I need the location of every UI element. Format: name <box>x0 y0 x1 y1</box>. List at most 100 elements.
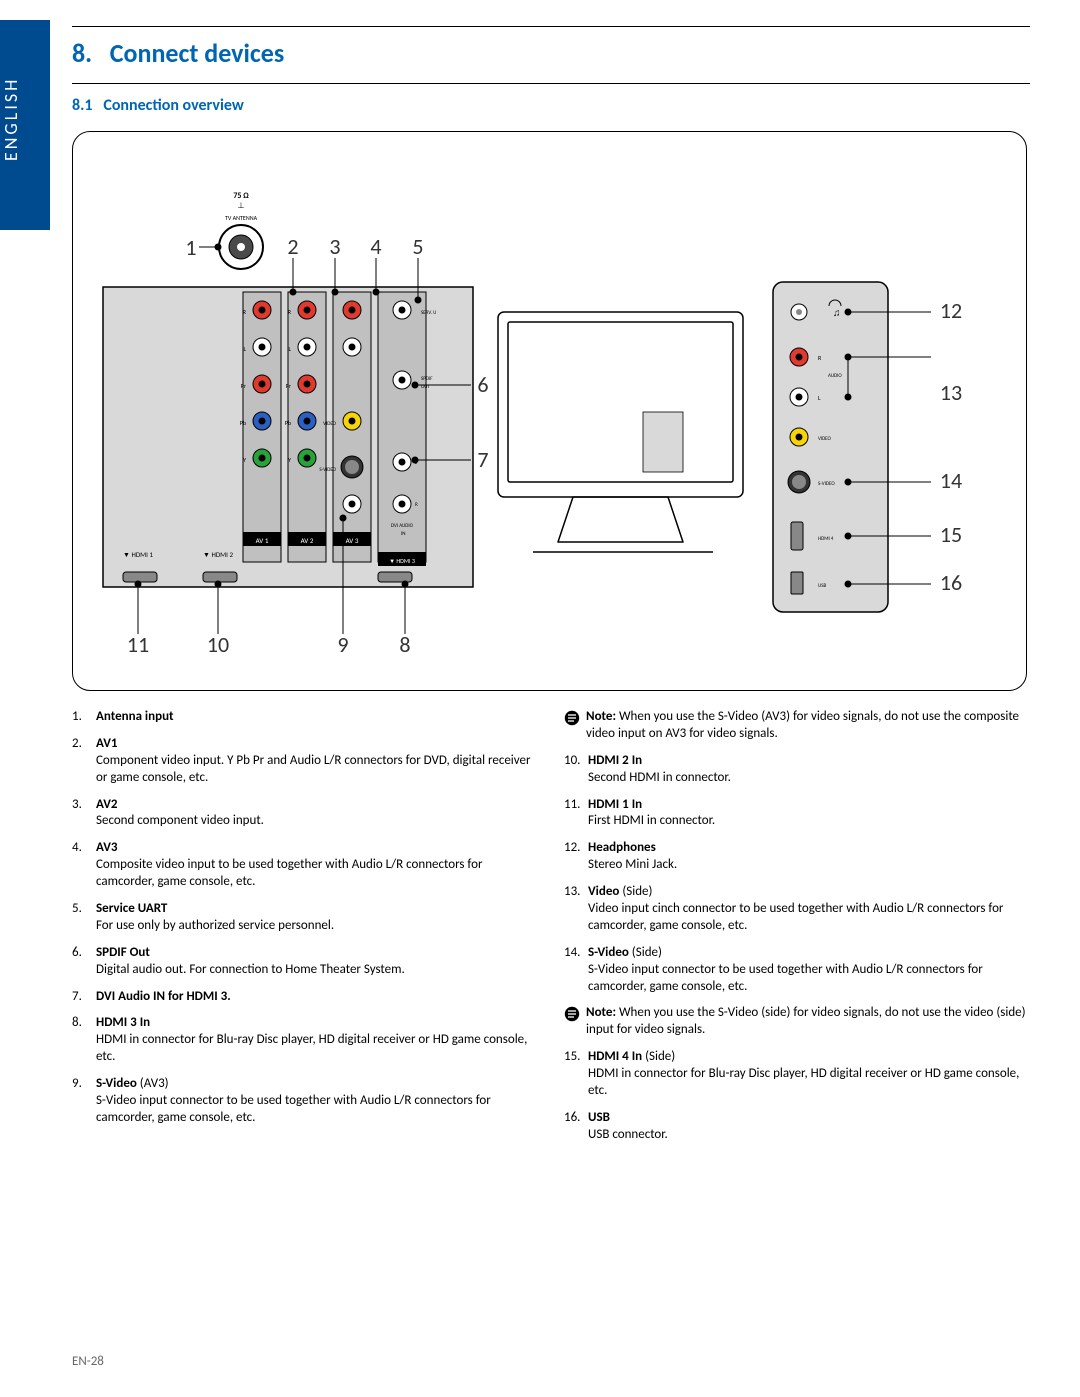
svg-text:12: 12 <box>940 297 962 324</box>
svg-text:▼ HDMI 3: ▼ HDMI 3 <box>389 557 415 565</box>
list-item: 2.AV1 Component video input. Y Pb Pr and … <box>72 736 538 787</box>
list-item: 1.Antenna input <box>72 709 538 726</box>
item-body: Antenna input <box>96 709 538 726</box>
item-number: 9. <box>72 1076 96 1127</box>
item-number: 12. <box>564 840 588 874</box>
item-body: SPDIF OutDigital audio out. For connecti… <box>96 945 538 979</box>
svg-text:USB: USB <box>818 583 827 589</box>
item-desc: Composite video input to be used togethe… <box>96 857 483 889</box>
svg-text:7: 7 <box>477 446 488 473</box>
svg-text:Pb: Pb <box>285 419 291 427</box>
item-number: 5. <box>72 901 96 935</box>
svg-text:2: 2 <box>287 233 298 260</box>
note-icon <box>564 710 580 726</box>
note-body: Note: When you use the S-Video (AV3) for… <box>586 709 1030 743</box>
description-columns: 1.Antenna input 2.AV1 Component video inpu… <box>72 709 1030 1154</box>
item-title: Video <box>588 884 619 899</box>
item-desc: HDMI in connector for Blu-ray Disc playe… <box>588 1066 1019 1098</box>
svg-text:6: 6 <box>477 371 488 398</box>
item-number: 2. <box>72 736 96 787</box>
svg-text:DVI AUDIO: DVI AUDIO <box>391 523 414 529</box>
item-title: Antenna input <box>96 709 174 724</box>
item-number: 6. <box>72 945 96 979</box>
item-desc: HDMI in connector for Blu-ray Disc playe… <box>96 1032 527 1064</box>
item-body: AV3 Composite video input to be used toge… <box>96 840 538 891</box>
item-number: 10. <box>564 753 588 787</box>
svg-text:9: 9 <box>337 631 348 658</box>
item-body: DVI Audio IN for HDMI 3. <box>96 989 538 1006</box>
item-suffix: (Side) <box>629 945 662 960</box>
svg-text:10: 10 <box>207 631 229 658</box>
list-item: 15.HDMI 4 In (Side) HDMI in connector for… <box>564 1049 1030 1100</box>
item-suffix: (Side) <box>642 1049 675 1064</box>
svg-text:Y: Y <box>243 456 246 464</box>
item-title: HDMI 4 In <box>588 1049 642 1064</box>
svg-text:VIDEO: VIDEO <box>323 421 337 427</box>
item-desc: S-Video input connector to be used toget… <box>96 1093 491 1125</box>
language-tab: ENGLISH <box>0 20 50 230</box>
item-body: S-Video (Side) S-Video input connector to… <box>588 945 1030 996</box>
item-title: S-Video <box>96 1076 137 1091</box>
svg-text:S-VIDEO: S-VIDEO <box>319 467 336 473</box>
svg-text:Pb: Pb <box>240 419 246 427</box>
item-title: SPDIF Out <box>96 945 150 960</box>
item-desc: Second component video input. <box>96 813 264 828</box>
item-title: HDMI 1 In <box>588 797 642 812</box>
item-suffix: (AV3) <box>137 1076 169 1091</box>
item-number: 14. <box>564 945 588 996</box>
item-desc: For use only by authorized service perso… <box>96 918 334 933</box>
item-number: 7. <box>72 989 96 1006</box>
item-number: 8. <box>72 1015 96 1066</box>
item-title: S-Video <box>588 945 629 960</box>
item-suffix: (Side) <box>619 884 652 899</box>
note-icon <box>564 1006 580 1022</box>
svg-text:TV ANTENNA: TV ANTENNA <box>225 214 258 222</box>
svg-text:AV 3: AV 3 <box>346 536 359 545</box>
note-row: Note: When you use the S-Video (side) fo… <box>564 1005 1030 1039</box>
item-body: HDMI 2 In Second HDMI in connector. <box>588 753 1030 787</box>
svg-text:Pr: Pr <box>241 382 246 390</box>
item-title: AV1 <box>96 736 118 751</box>
item-title: HDMI 3 In <box>96 1015 150 1030</box>
item-body: Video (Side) Video input cinch connector … <box>588 884 1030 935</box>
item-title: HDMI 2 In <box>588 753 642 768</box>
item-desc: S-Video input connector to be used toget… <box>588 962 983 994</box>
item-body: USBUSB connector. <box>588 1110 1030 1144</box>
item-title: AV3 <box>96 840 118 855</box>
item-title: AV2 <box>96 797 118 812</box>
note-text: When you use the S-Video (AV3) for video… <box>586 709 1019 741</box>
svg-text:3: 3 <box>329 233 340 260</box>
item-number: 15. <box>564 1049 588 1100</box>
svg-text:♫: ♫ <box>833 306 841 319</box>
svg-text:11: 11 <box>127 631 149 658</box>
svg-text:▼ HDMI 2: ▼ HDMI 2 <box>203 550 234 559</box>
item-number: 16. <box>564 1110 588 1144</box>
svg-text:VIDEO: VIDEO <box>818 436 832 442</box>
list-item: 3.AV2Second component video input. <box>72 797 538 831</box>
svg-text:16: 16 <box>940 569 962 596</box>
item-body: AV2Second component video input. <box>96 797 538 831</box>
page-number: EN-28 <box>72 1354 104 1369</box>
note-body: Note: When you use the S-Video (side) fo… <box>586 1005 1030 1039</box>
item-number: 3. <box>72 797 96 831</box>
section-text: Connection overview <box>103 96 243 115</box>
svg-text:S-VIDEO: S-VIDEO <box>818 481 835 487</box>
diagram-svg: AV 1 AV 2 AV 3 ▼ HDMI 3 75 Ω ⊥ TV ANTENN… <box>73 132 1028 692</box>
page-content: 8. Connect devices 8. 1 Connection overvi… <box>72 20 1030 1154</box>
item-body: HeadphonesStereo Mini Jack. <box>588 840 1030 874</box>
note-row: Note: When you use the S-Video (AV3) for… <box>564 709 1030 743</box>
item-desc: Component video input. Y Pb Pr and Audio… <box>96 753 531 785</box>
item-desc: Video input cinch connector to be used t… <box>588 901 1003 933</box>
svg-text:14: 14 <box>940 467 962 494</box>
item-desc: Second HDMI in connector. <box>588 770 731 785</box>
item-number: 11. <box>564 797 588 831</box>
svg-text:SERV. U: SERV. U <box>421 310 436 316</box>
svg-text:1: 1 <box>185 234 196 261</box>
svg-text:75 Ω: 75 Ω <box>233 191 249 201</box>
left-column: 1.Antenna input 2.AV1 Component video inpu… <box>72 709 538 1154</box>
svg-text:SPDIF: SPDIF <box>421 376 433 382</box>
list-item: 10.HDMI 2 In Second HDMI in connector. <box>564 753 1030 787</box>
item-body: HDMI 4 In (Side) HDMI in connector for Bl… <box>588 1049 1030 1100</box>
chapter-title: 8. Connect devices <box>72 33 1030 77</box>
list-item: 11.HDMI 1 InFirst HDMI in connector. <box>564 797 1030 831</box>
